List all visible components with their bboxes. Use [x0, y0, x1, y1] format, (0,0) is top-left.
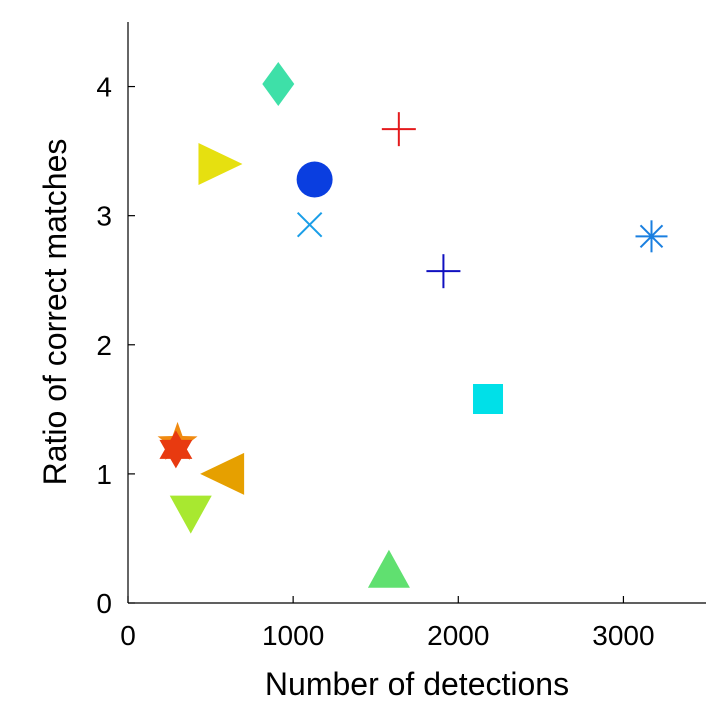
data-point-asterisk	[635, 220, 668, 253]
y-ticks: 0 1 2 3 4	[96, 72, 135, 619]
y-tick-label: 3	[96, 201, 112, 232]
y-tick-label: 2	[96, 330, 112, 361]
data-point-triangle-up	[367, 549, 410, 588]
x-tick-label: 3000	[592, 620, 654, 651]
y-tick-label: 4	[96, 72, 112, 103]
y-tick-label: 1	[96, 459, 112, 490]
data-point-triangle-right	[198, 143, 243, 186]
data-point-plus	[381, 112, 416, 147]
data-point-triangle-left	[200, 452, 245, 495]
x-tick-label: 2000	[427, 620, 489, 651]
data-point-hexagram	[159, 430, 193, 469]
data-point-triangle-down	[169, 495, 212, 534]
data-point-circle	[296, 161, 333, 198]
data-point-diamond	[262, 61, 295, 106]
data-point-square	[473, 384, 504, 415]
data-points	[157, 61, 668, 588]
data-point-plus	[426, 254, 461, 289]
data-point-x	[296, 211, 323, 238]
x-ticks: 0 1000 2000 3000	[120, 596, 655, 651]
y-tick-label: 0	[96, 588, 112, 619]
axes	[127, 22, 706, 604]
x-axis-title: Number of detections	[265, 666, 569, 702]
x-tick-label: 0	[120, 620, 136, 651]
y-axis-title: Ratio of correct matches	[37, 139, 73, 486]
x-tick-label: 1000	[262, 620, 324, 651]
